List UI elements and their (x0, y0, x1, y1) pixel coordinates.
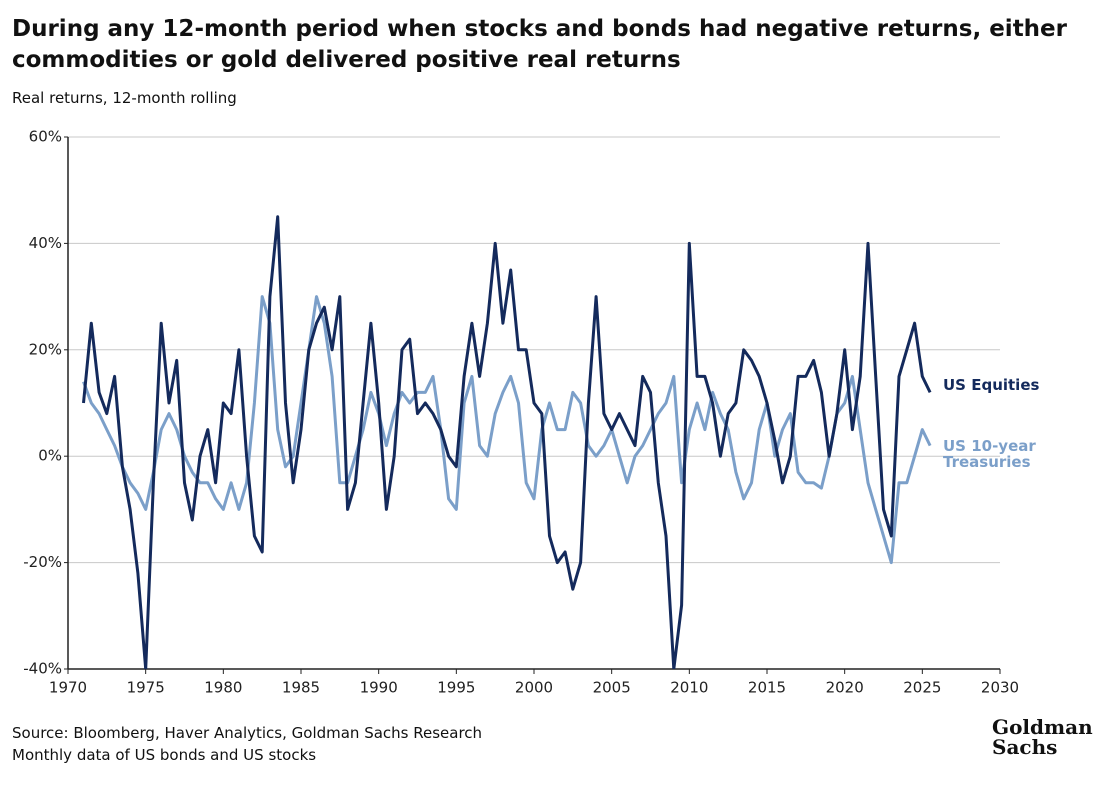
x-tick-label: 2005 (593, 679, 631, 697)
y-tick-label: 60% (29, 128, 62, 146)
source: Source: Bloomberg, Haver Analytics, Gold… (12, 724, 483, 742)
x-tick-label: 1980 (204, 679, 242, 697)
x-tick-label: 2020 (826, 679, 864, 697)
x-tick-label: 1990 (360, 679, 398, 697)
series-line (82, 295, 932, 565)
y-tick-label: 40% (29, 234, 62, 252)
series-line (82, 215, 932, 669)
x-tick-label: 2030 (981, 679, 1019, 697)
y-tick-label: 0% (38, 447, 62, 465)
note: Monthly data of US bonds and US stocks (12, 746, 317, 764)
x-tick-label: 2010 (670, 679, 708, 697)
y-tick-label: -40% (23, 660, 62, 678)
chart-subtitle: Real returns, 12-month rolling (12, 89, 237, 107)
x-tick-label: 1995 (437, 679, 475, 697)
y-tick-label: 20% (29, 340, 62, 358)
y-tick-label: -20% (23, 553, 62, 571)
x-tick-label: 1970 (49, 679, 87, 697)
legend-label: US 10-year Treasuries (943, 437, 1036, 471)
x-tick-label: 1975 (127, 679, 165, 697)
x-tick-label: 2015 (748, 679, 786, 697)
x-tick-label: 2025 (903, 679, 941, 697)
legend-label: US Equities (943, 376, 1040, 394)
chart-title: During any 12-month period when stocks a… (12, 16, 1068, 73)
logo: Goldman Sachs (992, 715, 1093, 759)
x-tick-label: 1985 (282, 679, 320, 697)
x-tick-label: 2000 (515, 679, 553, 697)
